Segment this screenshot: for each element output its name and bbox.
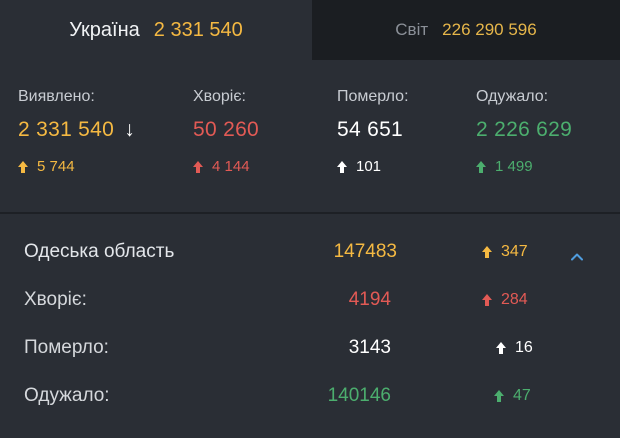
region-total-delta-value: 347 bbox=[501, 243, 528, 260]
stat-recovered-delta-value: 1 499 bbox=[495, 158, 533, 175]
tab-world[interactable]: Світ 226 290 596 bbox=[312, 0, 620, 60]
up-arrow-icon bbox=[337, 160, 347, 173]
stat-sick-label: Хворіє: bbox=[193, 88, 246, 105]
region-row-delta: 16 bbox=[496, 339, 533, 357]
stat-sick-delta: 4 144 bbox=[193, 158, 250, 175]
region-total-delta: 347 bbox=[482, 243, 528, 261]
region-row-delta-value: 16 bbox=[515, 339, 533, 356]
stat-recovered-delta: 1 499 bbox=[476, 158, 533, 175]
up-arrow-icon bbox=[494, 390, 504, 402]
region-row-recovered: Одужало: 140146 47 bbox=[0, 373, 620, 417]
up-arrow-icon bbox=[476, 160, 486, 173]
tab-ukraine[interactable]: Україна 2 331 540 bbox=[0, 0, 312, 60]
up-arrow-icon bbox=[193, 160, 203, 173]
stat-detected-number: 2 331 540 bbox=[18, 118, 115, 141]
tab-world-value: 226 290 596 bbox=[442, 20, 537, 39]
region-row-label: Хворіє: bbox=[24, 289, 87, 310]
chevron-up-icon[interactable] bbox=[571, 251, 583, 263]
region-header-row[interactable]: Одеська область 147483 347 bbox=[0, 229, 620, 273]
stat-detected-label: Виявлено: bbox=[18, 88, 95, 105]
up-arrow-icon bbox=[496, 342, 506, 354]
region-panel: Одеська область 147483 347 Хворіє: 4194 … bbox=[0, 214, 620, 438]
divider bbox=[0, 212, 620, 214]
region-row-value: 4194 bbox=[348, 289, 391, 310]
stat-died-delta: 101 bbox=[337, 158, 381, 175]
region-row-delta-value: 47 bbox=[513, 387, 531, 404]
region-row-label: Одужало: bbox=[24, 385, 110, 406]
region-row-value: 3143 bbox=[348, 337, 391, 358]
region-row-label: Померло: bbox=[24, 337, 109, 358]
region-row-sick: Хворіє: 4194 284 bbox=[0, 277, 620, 321]
stat-detected-delta-value: 5 744 bbox=[37, 158, 75, 175]
region-name: Одеська область bbox=[24, 241, 175, 262]
stat-detected-delta: 5 744 bbox=[18, 158, 75, 175]
stat-sick-value: 50 260 bbox=[193, 118, 260, 141]
up-arrow-icon bbox=[18, 160, 28, 173]
tab-world-label: Світ bbox=[395, 20, 429, 39]
region-row-delta-value: 284 bbox=[501, 291, 528, 308]
region-row-value: 140146 bbox=[327, 385, 391, 406]
stat-recovered-value: 2 226 629 bbox=[476, 118, 573, 141]
tab-ukraine-label: Україна bbox=[69, 18, 140, 41]
stat-died-delta-value: 101 bbox=[356, 158, 382, 175]
country-summary: Виявлено: 2 331 540 ↓ 5 744 Хворіє: 50 2… bbox=[0, 60, 620, 212]
tab-ukraine-value: 2 331 540 bbox=[153, 18, 243, 41]
stat-detected-value: 2 331 540 ↓ bbox=[18, 118, 135, 142]
stat-died-label: Померло: bbox=[337, 88, 409, 105]
stat-died-value: 54 651 bbox=[337, 118, 404, 141]
stat-sick-delta-value: 4 144 bbox=[212, 158, 250, 175]
region-row-delta: 284 bbox=[482, 291, 528, 309]
tab-bar: Україна 2 331 540 Світ 226 290 596 bbox=[0, 0, 620, 60]
stat-recovered-label: Одужало: bbox=[476, 88, 549, 105]
down-arrow-icon[interactable]: ↓ bbox=[124, 118, 136, 141]
region-row-died: Померло: 3143 16 bbox=[0, 325, 620, 369]
region-total: 147483 bbox=[333, 241, 397, 262]
up-arrow-icon bbox=[482, 294, 492, 306]
up-arrow-icon bbox=[482, 246, 492, 258]
region-row-delta: 47 bbox=[494, 387, 531, 405]
